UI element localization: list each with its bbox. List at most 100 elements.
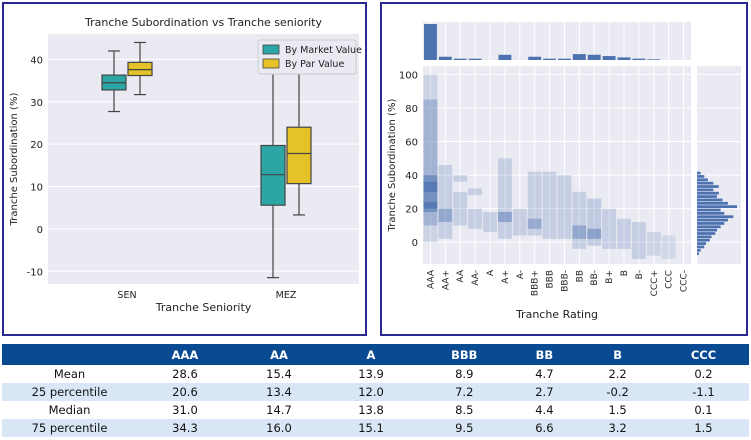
y-axis-label: Tranche Subordination (%): [9, 93, 20, 227]
heatmap-cell: [423, 201, 438, 209]
top-marginal-background: [423, 22, 691, 60]
x-axis-label: Tranche Rating: [515, 308, 598, 321]
marginal-y-bar: [697, 181, 714, 185]
table-cell: 6.6: [511, 419, 578, 437]
table-row: Mean 28.6 15.4 13.9 8.9 4.7 2.2 0.2: [2, 365, 749, 383]
subordination-stats-table: AAA AA A BBB BB B CCC Mean 28.6 15.4 13.…: [2, 344, 749, 437]
heatmap-cell: [483, 211, 497, 233]
x-tick-label: BBB: [546, 270, 556, 289]
marginal-y-bar: [697, 178, 708, 182]
marginal-y-bar: [697, 208, 721, 212]
table-header-cell: [2, 344, 137, 365]
table-cell: 34.3: [137, 419, 233, 437]
marginal-y-bar: [697, 201, 728, 205]
x-tick-label: CCC+: [650, 270, 660, 296]
marginal-y-bar: [697, 242, 707, 245]
marginal-y-bar: [697, 195, 717, 198]
table-cell: 1.5: [657, 419, 749, 437]
marginal-x-bar: [558, 58, 571, 60]
x-tick-label: AA+: [441, 270, 451, 290]
table-cell: 28.6: [137, 365, 233, 383]
x-tick-label: AA: [456, 269, 466, 282]
x-tick-label: B-: [635, 270, 645, 279]
heatmap-cell: [572, 191, 587, 249]
y-tick-label: 40: [405, 171, 418, 182]
heatmap-cell: [468, 208, 483, 229]
box-body: [286, 126, 312, 185]
marginal-y-bar: [697, 228, 717, 232]
x-tick-label: AAA: [426, 269, 436, 289]
marginal-y-bar: [697, 205, 737, 209]
table-cell: 13.9: [324, 365, 418, 383]
marginal-y-bar: [697, 175, 705, 178]
table-cell: 1.5: [577, 401, 658, 419]
marginal-x-bar: [453, 58, 467, 60]
marginal-x-bar: [647, 59, 661, 60]
plot-background: [423, 66, 691, 264]
table-cell: -1.1: [657, 383, 749, 401]
heatmap-cell: [497, 158, 512, 239]
x-tick-label: BBB-: [560, 270, 570, 292]
marginal-y-bar: [697, 235, 712, 239]
heatmap-cell: [617, 218, 631, 249]
heatmap-cell: [572, 225, 587, 239]
marginal-x-bar: [498, 54, 512, 60]
y-axis-label: Tranche Subordination (%): [387, 99, 398, 233]
table-header-cell: A: [324, 344, 418, 365]
y-tick-label: 30: [30, 98, 43, 109]
box-plot-panel: -10 0 10 20 30 40 Tranche Subordination vs Tra…: [2, 2, 367, 336]
table-row: Median 31.0 14.7 13.8 8.5 4.4 1.5 0.1: [2, 401, 749, 419]
marginal-y-bar: [697, 218, 728, 222]
table-row: 75 percentile 34.3 16.0 15.1 9.5 6.6 3.2…: [2, 419, 749, 437]
marginal-y-bar: [697, 171, 701, 175]
heatmap-cell: [438, 165, 453, 239]
x-tick-label: A-: [516, 270, 526, 279]
heatmap-cell: [602, 208, 617, 249]
y-tick-label: 10: [30, 183, 43, 194]
y-tick-label: 0: [37, 225, 43, 236]
table-cell: 13.8: [324, 401, 418, 419]
x-tick-label: CCC-: [680, 270, 690, 292]
table-header-cell: B: [577, 344, 658, 365]
marginal-x-bar: [572, 54, 586, 60]
table-cell: 9.5: [417, 419, 512, 437]
legend-swatch: [262, 44, 280, 55]
marginal-y-bar: [697, 238, 710, 242]
row-label: Mean: [2, 365, 137, 383]
table-cell: 31.0: [137, 401, 233, 419]
x-tick-label: BBB+: [531, 270, 541, 296]
marginal-y-bar: [697, 215, 734, 219]
marginal-x-bar: [543, 58, 556, 60]
table-cell: 8.5: [417, 401, 512, 419]
table-cell: 16.0: [232, 419, 325, 437]
table-cell: 7.2: [417, 383, 512, 401]
y-tick-label: 100: [399, 70, 418, 81]
table-cell: 0.1: [657, 401, 749, 419]
marginal-x-bar: [438, 56, 452, 60]
table-cell: 14.7: [232, 401, 325, 419]
marginal-y-bar: [697, 245, 705, 249]
table-cell: 12.0: [324, 383, 418, 401]
x-tick-label: MEZ: [276, 290, 297, 301]
marginal-y-bar: [697, 185, 719, 188]
heatmap-cell: [453, 191, 468, 226]
y-tick-label: 80: [405, 104, 418, 115]
x-tick-label: BB: [575, 270, 585, 282]
chart-title: Tranche Subordination vs Tranche seniori…: [84, 16, 322, 29]
table-cell: 15.4: [232, 365, 325, 383]
marginal-x-bar: [587, 54, 601, 60]
x-tick-label: B: [620, 270, 630, 276]
box-body: [127, 61, 153, 77]
marginal-x-bar: [424, 24, 437, 60]
marginal-y-bar: [697, 211, 725, 215]
box-body: [260, 144, 286, 206]
table-row: 25 percentile 20.6 13.4 12.0 7.2 2.7 -0.…: [2, 383, 749, 401]
row-label: 25 percentile: [2, 383, 137, 401]
marginal-x-bar: [632, 58, 646, 60]
row-label: Median: [2, 401, 137, 419]
table-header-cell: AAA: [137, 344, 233, 365]
heatmap-cell: [423, 181, 438, 192]
box-plot-chart: -10 0 10 20 30 40 Tranche Subordination vs Tra…: [9, 16, 362, 314]
table-cell: 8.9: [417, 365, 512, 383]
marginal-y-bar: [697, 248, 701, 252]
